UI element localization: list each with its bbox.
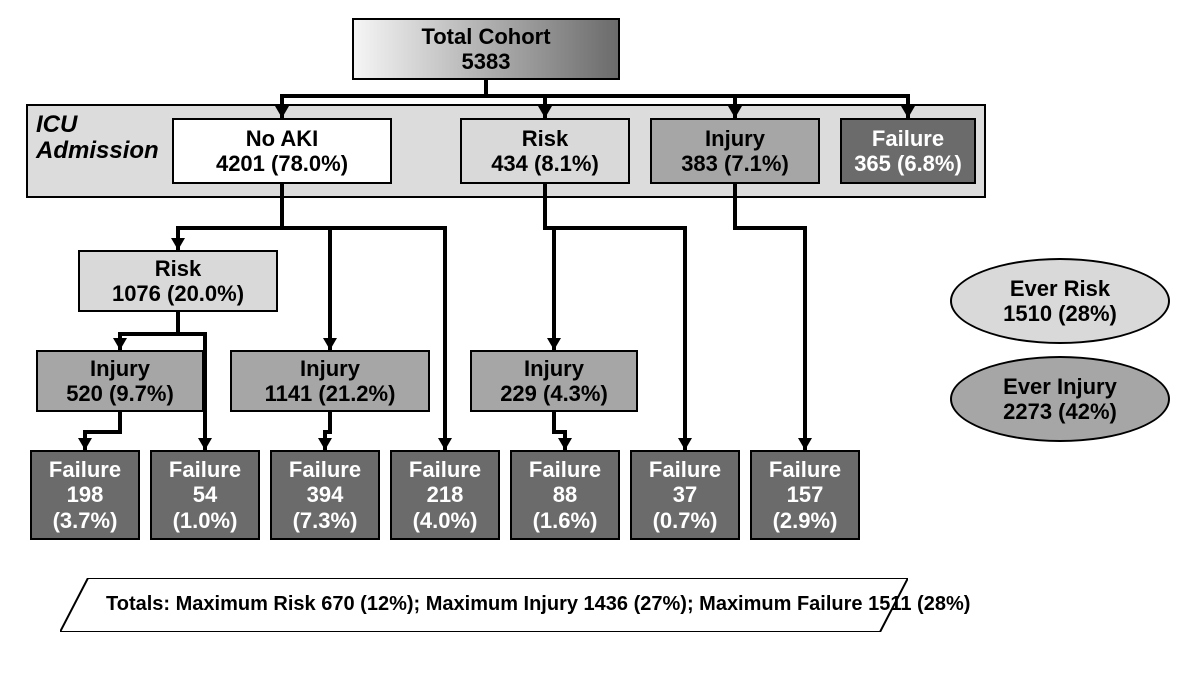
node-failure-218: Failure 218 (4.0%) [390,450,500,540]
node-pct: (1.6%) [533,508,598,533]
node-failure-198: Failure 198 (3.7%) [30,450,140,540]
node-label: Failure [769,457,841,482]
node-label: No AKI [246,126,319,151]
ellipse-label: Ever Risk [1010,276,1110,301]
node-injury-520: Injury 520 (9.7%) [36,350,204,412]
node-injury-229: Injury 229 (4.3%) [470,350,638,412]
node-value: 383 (7.1%) [681,151,789,176]
node-failure-admission: Failure 365 (6.8%) [840,118,976,184]
node-value: 365 (6.8%) [854,151,962,176]
node-value: 88 [553,482,577,507]
node-risk-1076: Risk 1076 (20.0%) [78,250,278,312]
node-value: 229 (4.3%) [500,381,608,406]
node-failure-88: Failure 88 (1.6%) [510,450,620,540]
node-label: Failure [872,126,944,151]
node-label: Failure [169,457,241,482]
node-no-aki: No AKI 4201 (78.0%) [172,118,392,184]
node-pct: (4.0%) [413,508,478,533]
node-pct: (7.3%) [293,508,358,533]
node-failure-394: Failure 394 (7.3%) [270,450,380,540]
node-label: Failure [529,457,601,482]
node-value: 520 (9.7%) [66,381,174,406]
node-value: 1141 (21.2%) [265,381,396,406]
node-label: Failure [289,457,361,482]
ellipse-ever-injury: Ever Injury 2273 (42%) [950,356,1170,442]
node-injury-admission: Injury 383 (7.1%) [650,118,820,184]
node-pct: (1.0%) [173,508,238,533]
node-value: 5383 [462,49,511,74]
node-pct: (2.9%) [773,508,838,533]
node-pct: (0.7%) [653,508,718,533]
node-value: 54 [193,482,217,507]
node-pct: (3.7%) [53,508,118,533]
node-value: 434 (8.1%) [491,151,599,176]
node-value: 157 [787,482,824,507]
totals-banner: Totals: Maximum Risk 670 (12%); Maximum … [60,578,908,632]
node-value: 37 [673,482,697,507]
diagram-canvas: ICU Admission Total Cohort 5383 No AKI 4… [0,0,1200,674]
node-label: Total Cohort [421,24,550,49]
node-label: Injury [705,126,765,151]
node-value: 218 [427,482,464,507]
node-label: Injury [90,356,150,381]
ellipse-value: 2273 (42%) [1003,399,1117,424]
node-injury-1141: Injury 1141 (21.2%) [230,350,430,412]
node-value: 198 [67,482,104,507]
node-label: Failure [49,457,121,482]
ellipse-label: Ever Injury [1003,374,1117,399]
node-failure-54: Failure 54 (1.0%) [150,450,260,540]
node-failure-37: Failure 37 (0.7%) [630,450,740,540]
ellipse-value: 1510 (28%) [1003,301,1117,326]
node-label: Injury [300,356,360,381]
ellipse-ever-risk: Ever Risk 1510 (28%) [950,258,1170,344]
node-label: Failure [409,457,481,482]
node-value: 4201 (78.0%) [216,151,348,176]
totals-text: Totals: Maximum Risk 670 (12%); Maximum … [106,593,970,616]
node-value: 1076 (20.0%) [112,281,244,306]
node-failure-157: Failure 157 (2.9%) [750,450,860,540]
node-label: Injury [524,356,584,381]
node-total-cohort: Total Cohort 5383 [352,18,620,80]
node-label: Failure [649,457,721,482]
node-risk-admission: Risk 434 (8.1%) [460,118,630,184]
node-label: Risk [522,126,568,151]
node-value: 394 [307,482,344,507]
node-label: Risk [155,256,201,281]
